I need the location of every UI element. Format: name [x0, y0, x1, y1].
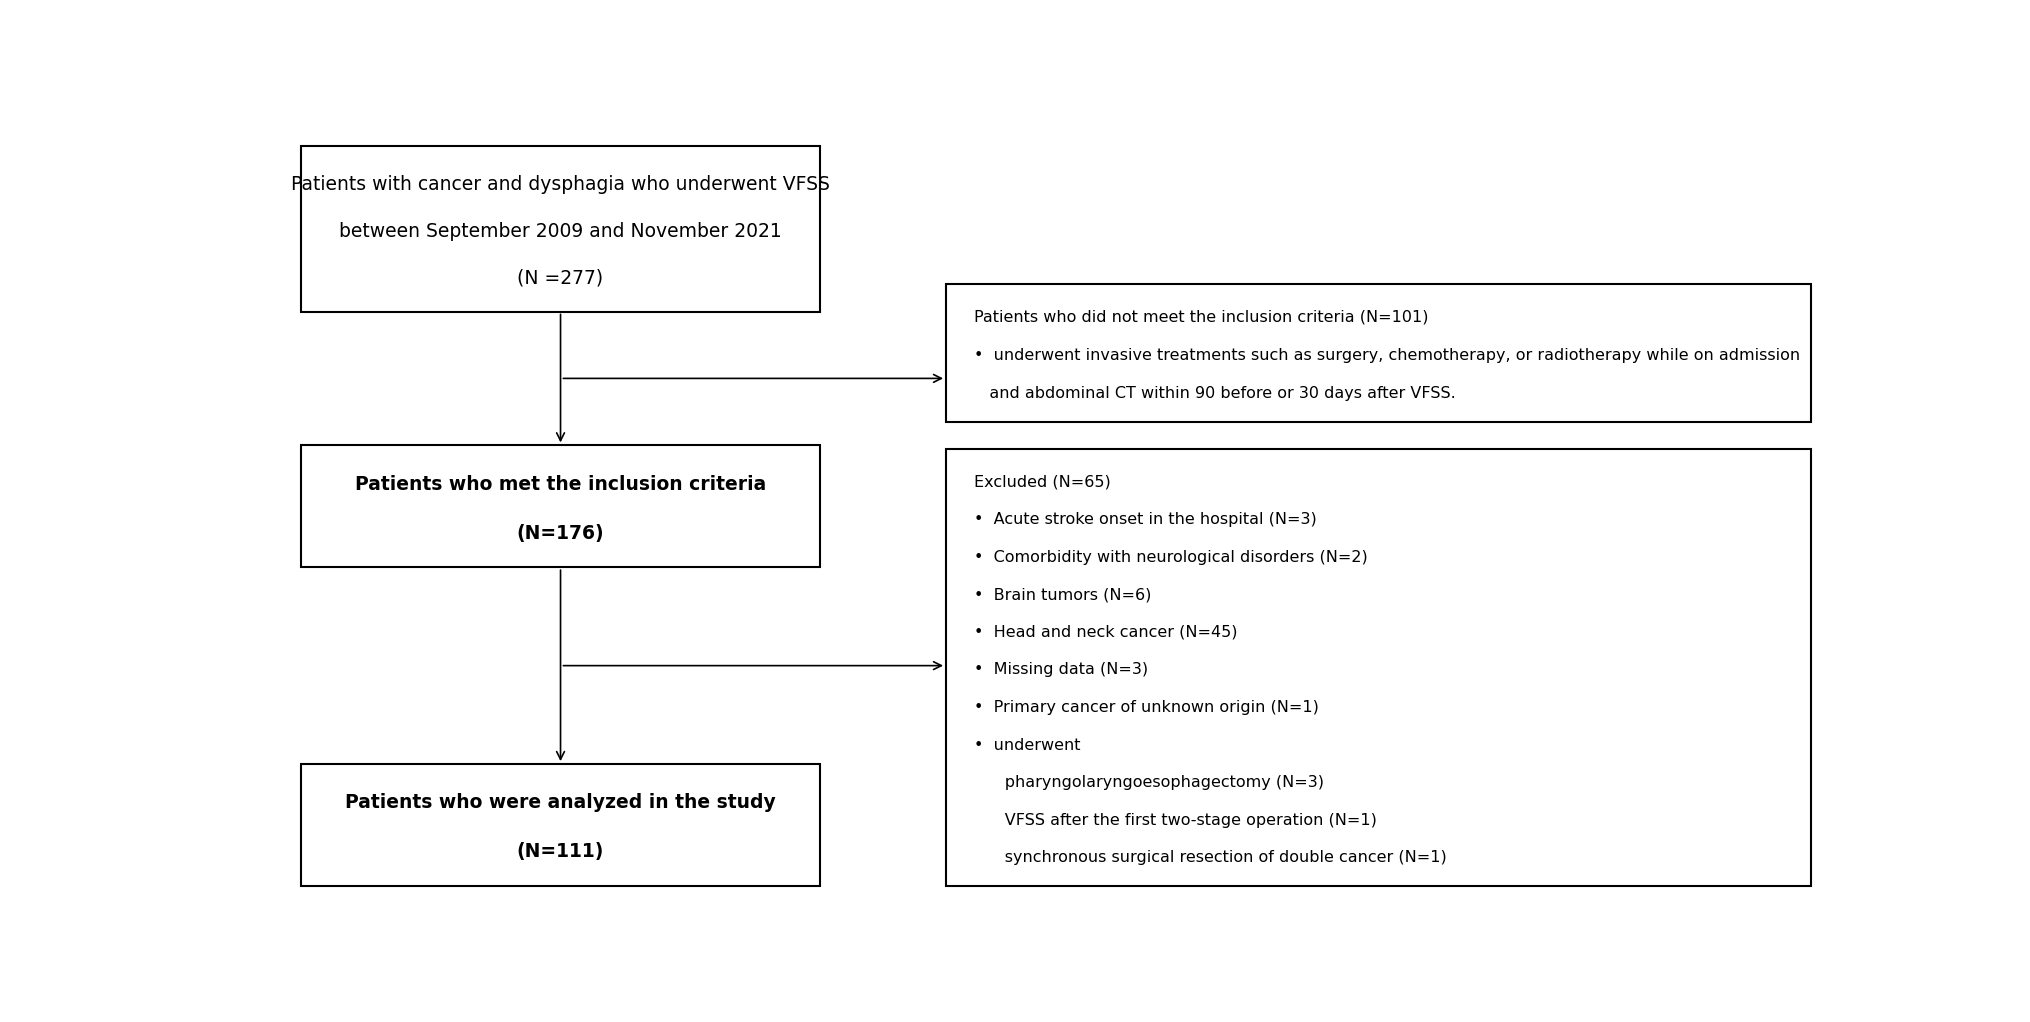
- Text: •  Comorbidity with neurological disorders (N=2): • Comorbidity with neurological disorder…: [974, 550, 1368, 565]
- FancyBboxPatch shape: [300, 146, 820, 312]
- Text: •  Primary cancer of unknown origin (N=1): • Primary cancer of unknown origin (N=1): [974, 700, 1320, 715]
- Text: •  underwent: • underwent: [974, 738, 1080, 752]
- FancyBboxPatch shape: [946, 284, 1811, 422]
- FancyBboxPatch shape: [946, 450, 1811, 886]
- Text: VFSS after the first two-stage operation (N=1): VFSS after the first two-stage operation…: [974, 812, 1376, 828]
- Text: Patients who were analyzed in the study: Patients who were analyzed in the study: [345, 793, 775, 812]
- FancyBboxPatch shape: [300, 764, 820, 886]
- Text: (N=176): (N=176): [518, 523, 605, 543]
- FancyBboxPatch shape: [300, 446, 820, 567]
- Text: and abdominal CT within 90 before or 30 days after VFSS.: and abdominal CT within 90 before or 30 …: [974, 385, 1456, 401]
- Text: Patients with cancer and dysphagia who underwent VFSS: Patients with cancer and dysphagia who u…: [290, 175, 830, 193]
- Text: pharyngolaryngoesophagectomy (N=3): pharyngolaryngoesophagectomy (N=3): [974, 775, 1324, 790]
- Text: •  Acute stroke onset in the hospital (N=3): • Acute stroke onset in the hospital (N=…: [974, 512, 1317, 527]
- Text: synchronous surgical resection of double cancer (N=1): synchronous surgical resection of double…: [974, 850, 1447, 866]
- Text: Excluded (N=65): Excluded (N=65): [974, 474, 1110, 490]
- Text: •  Brain tumors (N=6): • Brain tumors (N=6): [974, 588, 1151, 602]
- Text: between September 2009 and November 2021: between September 2009 and November 2021: [339, 222, 782, 241]
- Text: (N=111): (N=111): [518, 842, 605, 862]
- Text: Patients who met the inclusion criteria: Patients who met the inclusion criteria: [355, 474, 765, 494]
- Text: •  Missing data (N=3): • Missing data (N=3): [974, 662, 1149, 678]
- Text: (N =277): (N =277): [518, 269, 603, 288]
- Text: •  Head and neck cancer (N=45): • Head and neck cancer (N=45): [974, 624, 1238, 640]
- Text: •  underwent invasive treatments such as surgery, chemotherapy, or radiotherapy : • underwent invasive treatments such as …: [974, 347, 1801, 363]
- Text: Patients who did not meet the inclusion criteria (N=101): Patients who did not meet the inclusion …: [974, 310, 1429, 325]
